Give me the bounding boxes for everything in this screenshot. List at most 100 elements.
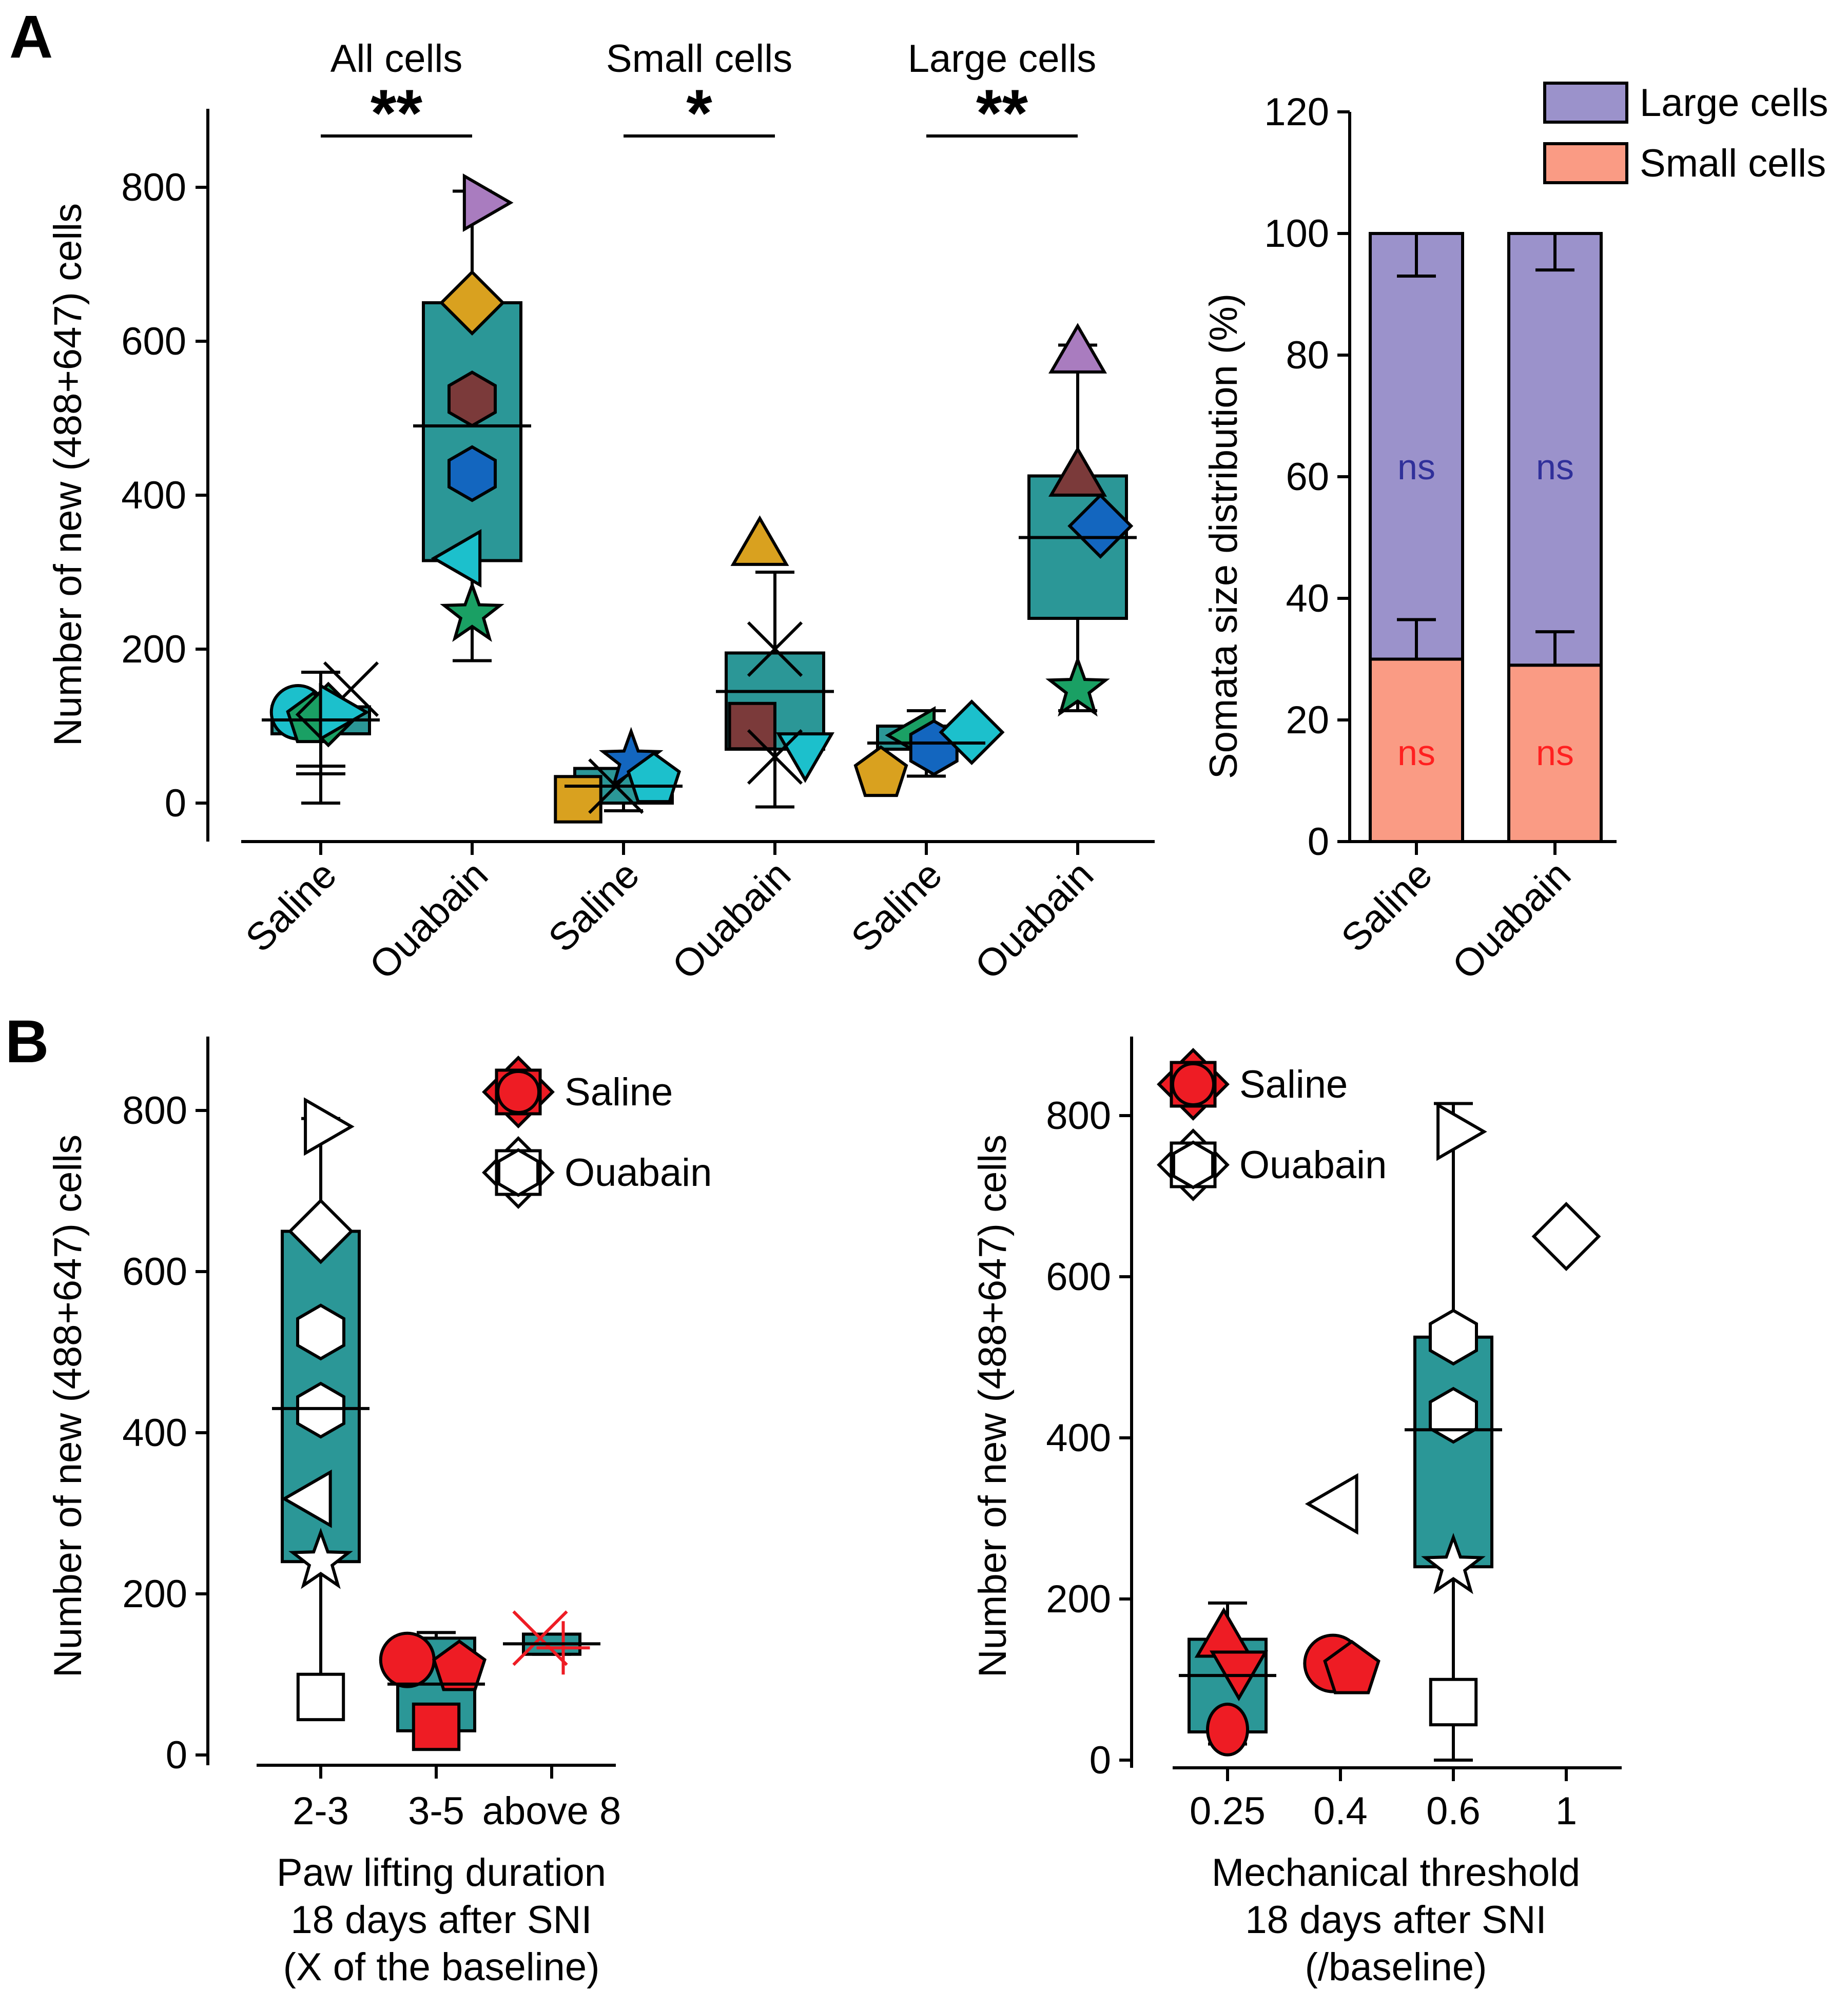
a1-x-tick-label: Saline — [540, 853, 648, 960]
panel-label-b: B — [5, 1008, 49, 1076]
a2-annotation-small: ns — [1536, 733, 1574, 773]
a1-point-pentagon — [853, 745, 908, 797]
hexagon-shape — [448, 370, 497, 427]
b1-legend-label: Saline — [565, 1070, 673, 1114]
b1-x-axis-label: Paw lifting duration — [277, 1851, 606, 1895]
hexagon-shape — [1429, 1387, 1478, 1444]
diamond-shape — [287, 1198, 354, 1264]
a1-y-axis-label: Number of new (488+647) cells — [46, 203, 90, 746]
a2-legend-label: Large cells — [1640, 81, 1828, 125]
hexagon-shape — [296, 1303, 345, 1361]
hexagon-shape — [448, 445, 497, 502]
square-shape — [412, 1702, 461, 1751]
a2-bar-small — [1369, 657, 1464, 843]
b2-point-triangle-left — [1305, 1473, 1358, 1535]
b2-x-tick-label: 0.6 — [1426, 1789, 1481, 1833]
b2-legend-label: Ouabain — [1239, 1143, 1387, 1187]
b2-point-triangle-up — [1194, 1607, 1253, 1658]
b2-group-1-box — [1413, 1335, 1493, 1569]
b1-x-axis-label: (X of the baseline) — [283, 1945, 600, 1989]
hexagon-shape — [1429, 1309, 1478, 1366]
chart-b2: 0 200 400 600 800 Number of new (488+647) cel… — [971, 1037, 1622, 1989]
a1-y-tick-label: 200 — [121, 628, 186, 671]
a2-bar-large — [1369, 232, 1464, 661]
x-stroke — [747, 729, 803, 785]
pentagon-shape — [1323, 1640, 1380, 1694]
b2-x-tick-label: 0.4 — [1313, 1789, 1368, 1833]
b1-x-axis-label: 18 days after SNI — [290, 1898, 592, 1942]
b1-point-circle — [379, 1631, 436, 1688]
a1-y-tick-label: 0 — [165, 782, 186, 825]
triangle-right-shape — [462, 173, 514, 232]
a1-point-triangle-up — [730, 515, 789, 566]
b2-x-tick-label: 1 — [1555, 1789, 1577, 1833]
hexagon-shape — [296, 1381, 345, 1439]
b2-y-tick-label: 0 — [1090, 1739, 1111, 1782]
x-stroke — [747, 621, 803, 677]
star-shape — [1421, 1533, 1486, 1594]
b2-point-triangle-right — [1436, 1102, 1487, 1161]
a1-point-diamond — [439, 269, 505, 336]
b1-point-diamond — [287, 1198, 354, 1264]
square-shape — [728, 701, 776, 751]
b2-point-ellipse — [1206, 1702, 1249, 1757]
b1-y-axis-label: Number of new (488+647) cells — [46, 1135, 90, 1677]
pentagon-shape — [432, 1639, 487, 1691]
pentagon-shape — [626, 751, 682, 804]
a1-point-triangle-right — [319, 683, 370, 742]
triangle-down-shape — [776, 732, 834, 783]
a2-legend-swatch — [1543, 82, 1628, 124]
a2-y-tick-label: 100 — [1264, 212, 1329, 256]
diamond-shape — [939, 699, 1005, 766]
triangle-up-shape — [1194, 1607, 1253, 1658]
a1-significance-stars: * — [686, 75, 712, 150]
a2-x-tick-label: Saline — [1333, 853, 1441, 960]
hexagon-shape — [497, 1148, 540, 1197]
b2-x-axis-label: Mechanical threshold — [1212, 1851, 1580, 1895]
diamond-shape — [1067, 493, 1134, 559]
b1-x-tick-label: above 8 — [482, 1789, 621, 1833]
a1-point-diamond — [1067, 493, 1134, 559]
b1-point-hexagon — [296, 1303, 345, 1361]
a2-legend-swatch — [1543, 142, 1628, 184]
triangle-up-shape — [730, 515, 789, 566]
b2-point-hexagon — [1429, 1309, 1478, 1366]
hexagon-shape — [1172, 1140, 1215, 1189]
star-shape — [288, 1528, 353, 1589]
b1-point-hexagon — [296, 1381, 345, 1439]
b1-y-tick-label: 600 — [122, 1250, 187, 1294]
a1-point-hexagon — [448, 370, 497, 427]
a2-y-tick-label: 120 — [1264, 90, 1329, 134]
a1-point-pentagon — [626, 751, 682, 804]
a1-group-1-box — [422, 301, 522, 562]
a2-x-tick-label: Ouabain — [1444, 853, 1579, 988]
b2-y-tick-label: 200 — [1046, 1577, 1111, 1621]
b2-x-tick-label: 0.25 — [1190, 1789, 1266, 1833]
b2-point-diamond — [1531, 1202, 1601, 1271]
pentagon-shape — [853, 745, 908, 797]
a2-legend-label: Small cells — [1640, 142, 1826, 185]
b2-legend-marker — [1172, 1140, 1215, 1189]
a1-y-tick-label: 400 — [121, 474, 186, 517]
b2-point-hexagon — [1429, 1387, 1478, 1444]
a1-significance-stars: ** — [976, 75, 1028, 150]
panel-label-a: A — [9, 3, 53, 71]
a2-bar-small — [1507, 664, 1603, 843]
b1-point-star — [288, 1528, 353, 1589]
a1-group-title: All cells — [330, 37, 463, 81]
b1-x-tick-label: 3-5 — [408, 1789, 464, 1833]
a1-y-tick-label: 600 — [121, 320, 186, 363]
circle-shape — [1171, 1062, 1215, 1106]
square-shape — [554, 775, 602, 824]
chart-b1: 0 200 400 600 800 Number of new (488+647) cel… — [46, 1037, 712, 1989]
a1-y-tick-label: 800 — [121, 166, 186, 209]
circle-shape — [379, 1631, 436, 1688]
b1-x-tick-label: 2-3 — [293, 1789, 349, 1833]
a2-y-tick-label: 80 — [1286, 334, 1329, 377]
triangle-right-shape — [319, 683, 370, 742]
b1-legend-marker — [496, 1070, 540, 1114]
a2-y-tick-label: 0 — [1308, 820, 1329, 864]
b2-x-axis-label: 18 days after SNI — [1245, 1898, 1546, 1942]
a1-point-star — [440, 580, 504, 642]
